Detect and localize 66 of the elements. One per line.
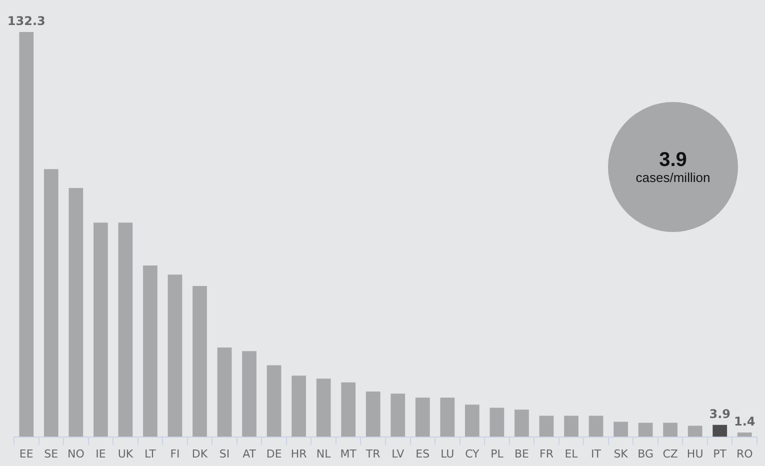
data-label: 1.4	[734, 414, 756, 429]
bar	[192, 286, 207, 437]
x-tick-label: HU	[686, 447, 704, 460]
x-tick-label: LT	[144, 447, 156, 460]
x-tick-label: LU	[440, 447, 454, 460]
circle-badge: 3.9 cases/million	[608, 102, 738, 232]
bar	[366, 392, 380, 437]
x-tick-label: AT	[242, 447, 256, 460]
bar	[266, 365, 282, 437]
x-tick-label: SK	[614, 447, 629, 460]
annotation: 3.9	[659, 148, 687, 170]
x-tick-label: HR	[290, 447, 308, 460]
bar	[465, 404, 480, 437]
bar	[638, 422, 653, 437]
x-tick-label: MT	[340, 447, 357, 460]
bar	[712, 424, 728, 437]
bar	[316, 378, 331, 437]
bar	[341, 382, 356, 437]
bar	[415, 398, 430, 437]
bar	[539, 416, 554, 437]
x-tick-label: FR	[539, 447, 554, 460]
x-tick-label: PT	[713, 447, 727, 460]
x-tick-label: DE	[266, 447, 282, 460]
bar	[168, 274, 182, 437]
bar	[440, 398, 455, 437]
bar	[564, 416, 578, 437]
x-tick-label: IT	[591, 447, 602, 460]
bar	[514, 410, 529, 437]
bar	[614, 422, 628, 437]
bar	[217, 347, 232, 437]
x-tick-label: EE	[19, 447, 34, 460]
bar	[118, 222, 133, 437]
x-tick-label: CZ	[662, 447, 678, 460]
bar	[94, 222, 108, 437]
bar	[44, 169, 58, 437]
x-tick-label: SI	[219, 447, 230, 460]
x-tick-label: UK	[118, 447, 134, 460]
x-tick-label: PL	[490, 447, 504, 460]
bar	[390, 394, 406, 437]
x-tick-label: BE	[514, 447, 530, 460]
bar	[737, 432, 752, 437]
bar	[143, 265, 158, 437]
bar	[242, 351, 256, 437]
x-tick-label: NL	[316, 447, 332, 460]
x-tick-label: NO	[67, 447, 85, 460]
bar	[19, 32, 34, 437]
bar	[68, 188, 84, 437]
x-tick-label: LV	[392, 447, 405, 460]
x-tick-label: SE	[44, 447, 58, 460]
x-tick-label: CY	[465, 447, 480, 460]
x-tick-label: TR	[364, 447, 381, 460]
data-label: 132.3	[7, 14, 46, 28]
bar	[490, 408, 504, 437]
annotation: cases/million	[636, 170, 710, 184]
x-tick-label: ES	[416, 447, 430, 460]
bar	[688, 426, 702, 437]
x-tick-label: RO	[736, 447, 754, 460]
x-tick-label: BG	[638, 447, 654, 460]
bar	[588, 416, 604, 437]
x-tick-label: FI	[170, 447, 180, 460]
x-tick-label: EL	[564, 447, 579, 460]
x-tick-label: IE	[96, 447, 106, 460]
bar	[663, 422, 678, 437]
x-tick-label: DK	[192, 447, 208, 460]
bar	[292, 376, 306, 437]
data-label: 3.9	[709, 406, 730, 421]
